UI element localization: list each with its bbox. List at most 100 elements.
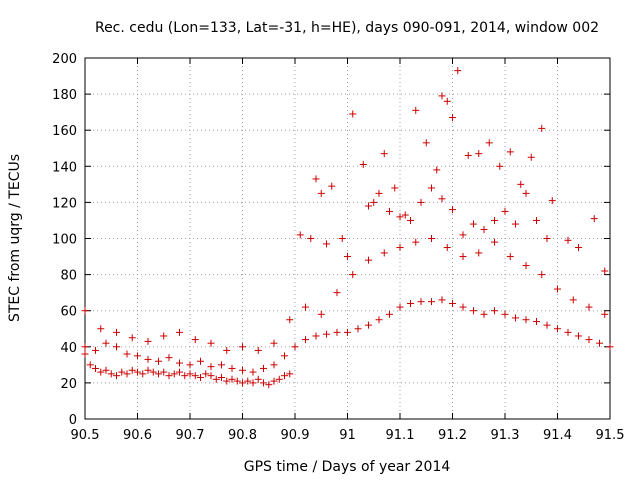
y-tick-label: 20: [60, 377, 77, 392]
data-point: [281, 372, 288, 380]
data-point: [144, 355, 152, 363]
data-point: [575, 244, 582, 252]
data-point: [176, 368, 183, 376]
data-point: [270, 377, 278, 385]
data-point: [81, 350, 89, 358]
data-point: [249, 368, 257, 376]
y-tick-label: 200: [52, 52, 77, 67]
data-point: [407, 216, 414, 224]
data-point: [128, 366, 136, 374]
axis-ticks: 90.5 90.6 90.7 90.8 90.9 91 91.1 91.2 91.3 91.4 91…: [52, 52, 624, 443]
data-point: [165, 354, 173, 362]
x-tick-label: 90.9: [281, 428, 310, 443]
y-tick-label: 160: [52, 124, 77, 139]
data-point: [412, 106, 420, 114]
data-point: [344, 328, 351, 336]
data-point: [522, 316, 530, 324]
data-point: [438, 296, 446, 304]
data-point: [543, 321, 551, 329]
x-tick-label: 91.5: [596, 428, 625, 443]
data-point: [470, 220, 477, 228]
data-point: [134, 352, 141, 360]
data-point: [527, 153, 535, 161]
data-point: [606, 343, 614, 351]
data-point: [113, 343, 120, 351]
x-tick-label: 91: [339, 428, 356, 443]
data-point: [265, 381, 273, 389]
data-point: [160, 332, 168, 340]
data-point: [212, 375, 220, 383]
data-point: [270, 339, 278, 347]
y-tick-label: 60: [60, 305, 77, 320]
x-tick-label: 91.2: [438, 428, 467, 443]
data-point: [449, 114, 456, 122]
data-point: [113, 372, 120, 380]
data-point: [286, 370, 294, 378]
data-point: [92, 364, 99, 372]
data-point: [396, 303, 404, 311]
data-point: [176, 328, 183, 336]
data-point: [218, 361, 225, 369]
data-point: [202, 370, 210, 378]
data-points: [81, 67, 614, 389]
data-point: [317, 189, 325, 197]
x-tick-label: 90.8: [228, 428, 257, 443]
data-point: [569, 296, 577, 304]
data-point: [601, 267, 609, 275]
data-point: [575, 332, 582, 340]
y-tick-label: 140: [52, 160, 77, 175]
data-point: [155, 370, 162, 378]
data-point: [218, 373, 225, 381]
data-point: [349, 271, 357, 279]
data-point: [538, 124, 546, 132]
data-point: [207, 372, 215, 380]
data-point: [165, 372, 173, 380]
data-point: [186, 370, 194, 378]
data-point: [449, 206, 456, 214]
data-point: [170, 370, 178, 378]
data-point: [181, 372, 189, 380]
y-tick-label: 120: [52, 196, 77, 211]
data-point: [464, 151, 472, 159]
data-point: [92, 346, 99, 354]
data-point: [491, 216, 498, 224]
data-point: [307, 235, 315, 242]
data-point: [590, 215, 598, 223]
data-point: [349, 110, 357, 118]
data-point: [459, 253, 467, 261]
data-point: [533, 216, 540, 224]
data-point: [380, 150, 388, 158]
data-point: [443, 244, 451, 252]
data-point: [438, 92, 446, 100]
data-point: [260, 379, 267, 387]
data-point: [428, 184, 435, 192]
data-point: [480, 225, 488, 233]
data-point: [338, 235, 346, 242]
y-tick-label: 180: [52, 88, 77, 103]
data-point: [459, 303, 467, 311]
data-point: [396, 213, 404, 221]
data-point: [254, 375, 262, 383]
data-point: [365, 256, 372, 264]
data-point: [260, 364, 267, 372]
data-point: [522, 189, 530, 197]
data-point: [506, 253, 514, 261]
data-point: [249, 379, 257, 387]
data-point: [207, 363, 215, 371]
data-point: [443, 97, 451, 105]
data-point: [291, 343, 299, 351]
data-point: [433, 166, 441, 174]
x-tick-label: 91.3: [491, 428, 520, 443]
data-point: [596, 339, 603, 347]
data-point: [186, 361, 194, 369]
data-point: [123, 350, 131, 358]
data-point: [275, 375, 283, 383]
data-point: [302, 336, 309, 344]
data-point: [365, 321, 372, 329]
data-point: [223, 346, 231, 354]
data-point: [118, 368, 126, 376]
data-point: [113, 328, 120, 336]
grid: [85, 58, 610, 419]
data-point: [543, 235, 551, 242]
